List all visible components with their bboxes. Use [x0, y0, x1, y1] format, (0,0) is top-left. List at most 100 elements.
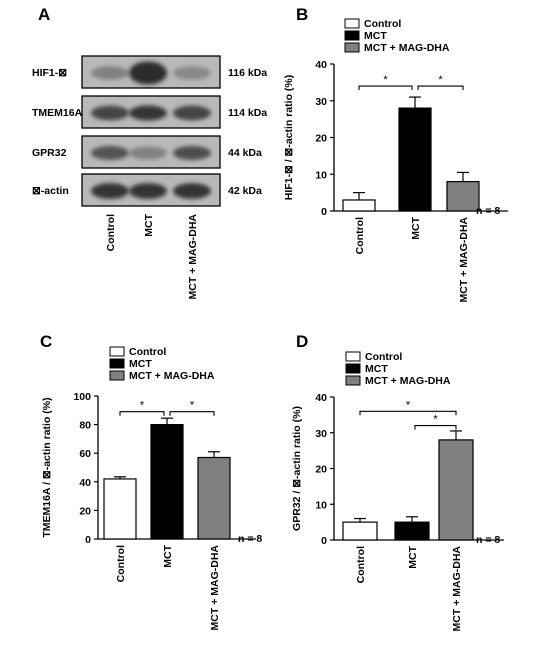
- legend-label: MCT: [129, 358, 152, 370]
- legend-swatch: [345, 363, 361, 374]
- x-category-label: MCT: [162, 544, 174, 567]
- y-tick-label: 10: [315, 499, 327, 511]
- bar: [150, 424, 184, 540]
- bar: [398, 107, 432, 212]
- y-axis-label: HIF1-⊠ / ⊠-actin ratio (%): [283, 75, 295, 201]
- blot-band: [91, 183, 129, 199]
- blot-band: [173, 183, 211, 199]
- y-tick-label: 60: [79, 448, 91, 460]
- n-label: n = 8: [476, 205, 500, 217]
- bar: [197, 456, 231, 540]
- n-label: n = 8: [476, 534, 500, 546]
- legend-swatch: [109, 358, 125, 369]
- blot-band: [129, 105, 167, 121]
- blot-band: [129, 183, 167, 199]
- y-tick-label: 30: [315, 428, 327, 440]
- blot-protein-label: ⊠-actin: [32, 185, 69, 197]
- x-category-label: MCT + MAG-DHA: [451, 546, 463, 632]
- bar: [342, 521, 378, 541]
- significance-star: *: [383, 74, 388, 86]
- x-category-label: MCT: [407, 545, 419, 568]
- panel-letter: C: [40, 332, 52, 351]
- significance-bracket: [414, 425, 457, 430]
- significance-star: *: [433, 414, 438, 426]
- y-tick-label: 80: [79, 420, 91, 432]
- blot-band: [173, 145, 211, 161]
- blot-row: ⊠-actin 42 kDa: [32, 173, 262, 207]
- legend-label: MCT + MAG-DHA: [364, 42, 450, 54]
- bar: [342, 199, 376, 212]
- significance-star: *: [190, 400, 195, 412]
- legend-label: Control: [364, 18, 401, 30]
- bar: [103, 478, 137, 540]
- blot-row: HIF1-⊠ 116 kDa: [32, 55, 267, 89]
- blot-row: TMEM16A 114 kDa: [32, 95, 267, 129]
- x-category-label: Control: [354, 217, 366, 254]
- blot-protein-label: TMEM16A: [32, 107, 83, 119]
- legend-swatch: [344, 42, 360, 53]
- y-tick-label: 40: [79, 477, 91, 489]
- blot-band: [91, 145, 129, 161]
- blot-lane-label: MCT: [143, 213, 155, 236]
- x-category-label: MCT + MAG-DHA: [458, 217, 470, 303]
- legend-label: MCT: [365, 363, 388, 375]
- x-category-label: Control: [115, 545, 127, 582]
- legend-label: MCT + MAG-DHA: [129, 370, 215, 382]
- blot-kda-label: 114 kDa: [228, 107, 267, 119]
- panel-a-western-blot: A HIF1-⊠ 116 kDa TMEM16A 114 kDa GPR32 44 kDa ⊠…: [32, 5, 267, 299]
- legend-swatch: [109, 346, 125, 357]
- significance-bracket: [119, 411, 165, 416]
- blot-band: [91, 105, 129, 121]
- y-tick-label: 40: [315, 59, 327, 71]
- x-category-label: Control: [355, 546, 367, 583]
- bar: [446, 181, 480, 212]
- y-tick-label: 100: [73, 391, 91, 403]
- blot-band: [129, 146, 167, 160]
- blot-band: [91, 66, 129, 80]
- y-tick-label: 20: [79, 505, 91, 517]
- n-label: n = 8: [238, 533, 262, 545]
- significance-bracket: [169, 411, 215, 416]
- blot-row: GPR32 44 kDa: [32, 135, 262, 169]
- legend-label: MCT + MAG-DHA: [365, 375, 451, 387]
- y-tick-label: 0: [321, 206, 327, 218]
- blot-protein-label: HIF1-⊠: [32, 67, 67, 79]
- y-tick-label: 0: [321, 535, 327, 547]
- legend-swatch: [109, 370, 125, 381]
- panel-letter: A: [38, 5, 50, 24]
- significance-bracket: [417, 85, 464, 91]
- blot-lane-label: MCT + MAG-DHA: [187, 214, 199, 300]
- bar: [394, 521, 430, 541]
- x-category-label: MCT + MAG-DHA: [209, 545, 221, 631]
- blot-kda-label: 44 kDa: [228, 147, 262, 159]
- legend-label: MCT: [364, 30, 387, 42]
- blot-band: [173, 105, 211, 121]
- panel-letter: D: [296, 332, 308, 351]
- blot-band: [173, 66, 211, 80]
- bar: [438, 439, 474, 541]
- y-tick-label: 40: [315, 392, 327, 404]
- y-tick-label: 10: [315, 169, 327, 181]
- y-tick-label: 20: [315, 464, 327, 476]
- significance-bracket: [359, 410, 457, 416]
- legend-swatch: [345, 375, 361, 386]
- blot-protein-label: GPR32: [32, 147, 67, 159]
- significance-bracket: [358, 85, 413, 91]
- blot-band: [129, 61, 167, 85]
- blot-kda-label: 116 kDa: [228, 67, 267, 79]
- legend-swatch: [344, 30, 360, 41]
- blot-lane-label: Control: [105, 214, 117, 251]
- legend-label: Control: [129, 346, 166, 358]
- legend-label: Control: [365, 351, 402, 363]
- blot-kda-label: 42 kDa: [228, 185, 262, 197]
- panel-letter: B: [296, 5, 308, 24]
- y-axis-label: TMEM16A / ⊠-actin ratio (%): [41, 397, 53, 537]
- legend-swatch: [344, 18, 360, 29]
- x-category-label: MCT: [410, 216, 422, 239]
- y-tick-label: 30: [315, 96, 327, 108]
- significance-star: *: [438, 74, 443, 86]
- significance-star: *: [406, 399, 411, 411]
